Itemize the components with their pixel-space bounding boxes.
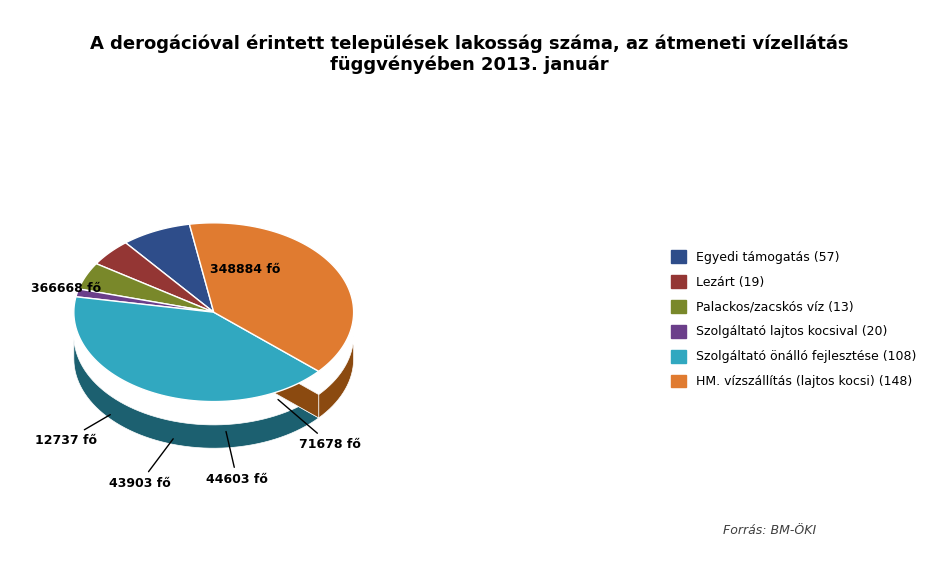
Text: 12737 fő: 12737 fő: [35, 414, 111, 447]
Polygon shape: [214, 336, 319, 418]
Polygon shape: [319, 336, 354, 418]
PathPatch shape: [97, 243, 214, 312]
PathPatch shape: [79, 264, 214, 312]
Text: A derogációval érintett települések lakosság száma, az átmeneti vízellátás
függv: A derogációval érintett települések lako…: [90, 34, 848, 74]
Text: 44603 fő: 44603 fő: [206, 431, 268, 486]
PathPatch shape: [189, 223, 354, 371]
PathPatch shape: [76, 289, 214, 312]
PathPatch shape: [74, 297, 319, 402]
Text: 348884 fő: 348884 fő: [209, 263, 280, 276]
Text: 43903 fő: 43903 fő: [109, 439, 174, 490]
Text: 71678 fő: 71678 fő: [278, 400, 361, 451]
Legend: Egyedi támogatás (57), Lezárt (19), Palackos/zacskós víz (13), Szolgáltató lajto: Egyedi támogatás (57), Lezárt (19), Pala…: [664, 244, 922, 394]
Text: 366668 fő: 366668 fő: [31, 282, 101, 295]
PathPatch shape: [126, 224, 214, 312]
Text: Forrás: BM-ÖKI: Forrás: BM-ÖKI: [722, 524, 816, 536]
Polygon shape: [214, 336, 319, 418]
Polygon shape: [74, 336, 319, 448]
